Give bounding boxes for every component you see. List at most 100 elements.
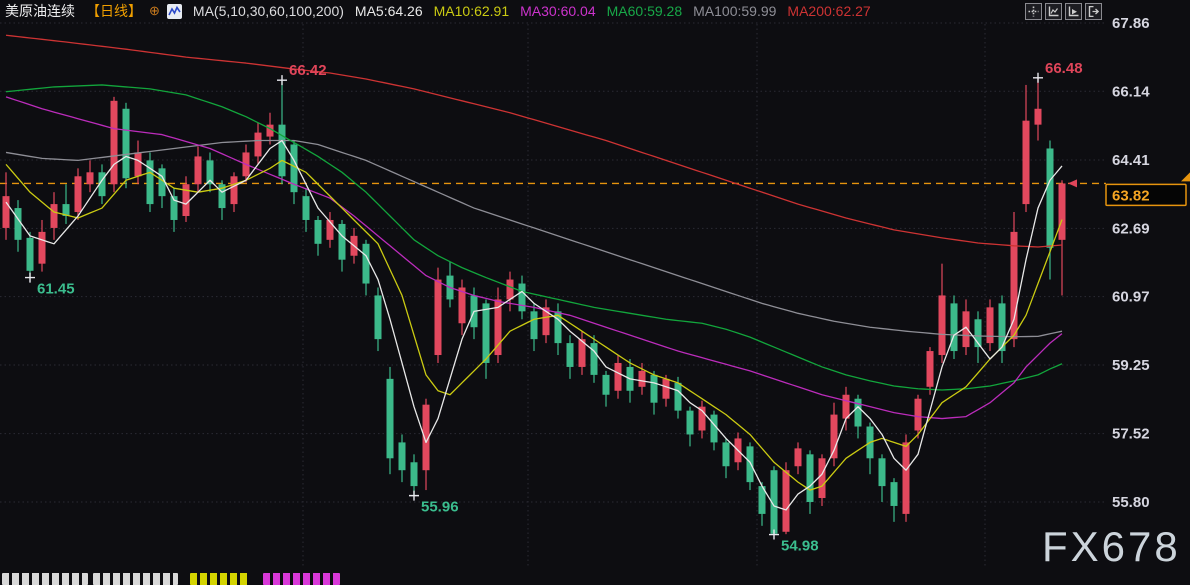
candle [314,216,322,256]
chart-type-icon[interactable] [166,3,182,19]
watermark-text: FX678 [1042,523,1181,570]
ma30-value: MA30:60.04 [520,3,596,19]
cross-marker [25,272,35,283]
candle [590,335,598,383]
candle [194,146,202,193]
cross-marker [769,529,779,540]
candle [734,432,742,471]
candle [902,434,910,522]
y-axis-label: 64.41 [1112,152,1150,169]
candle [110,96,118,193]
indicator-add-icon[interactable]: ⊕ [149,3,160,18]
candle [146,152,154,213]
candle [458,279,466,336]
annotation-label: 61.45 [37,281,75,298]
annotation-label: 66.42 [289,62,327,79]
period-label[interactable]: 【日线】 [86,3,142,19]
candle [794,442,802,475]
candle [170,188,178,232]
status-text-fragment [2,573,88,585]
candle [806,450,814,514]
candle [662,374,670,407]
y-axis-label: 62.69 [1112,220,1150,237]
exit-icon[interactable] [1085,3,1102,20]
candle [446,261,454,308]
price-annotation: 54.98 [769,529,819,555]
candle [422,398,430,491]
candle [410,454,418,496]
candle [602,370,610,407]
y-axis-label: 66.14 [1112,83,1150,100]
candle [98,164,106,205]
status-strip [0,572,1100,585]
candle [974,311,982,363]
fx678-watermark [1032,523,1182,569]
candle [434,267,442,363]
price-pointer-icon [1068,179,1077,188]
candle [278,80,286,185]
candle [542,299,550,344]
candle [122,102,130,189]
ma5-value: MA5:64.26 [354,3,423,19]
candle [578,331,586,375]
annotation-label: 66.48 [1045,60,1083,77]
annotation-label: 55.96 [421,499,459,516]
candle [38,219,46,272]
ma10-line [5,159,1063,491]
candle [254,122,262,165]
candle [86,160,94,193]
candle [830,402,838,467]
candle [554,303,562,356]
ma200-line [5,34,1063,248]
candle [206,152,214,193]
candle [950,295,958,359]
ma30-line [5,96,1063,420]
chart-header: 美原油连续 【日线】 ⊕ MA(5,10,30,60,100,200) MA5:… [0,0,1190,22]
ma100-value: MA100:59.99 [693,3,777,19]
price-annotation: 55.96 [409,490,459,516]
y-axis-label: 55.80 [1112,494,1150,511]
axis-scale-icon[interactable] [1045,3,1062,20]
candle [50,192,58,240]
price-axis: 67.86 66.14 64.41 62.69 60.97 59.25 57.52 55.80 [1112,15,1150,511]
candle [626,358,634,403]
ma60-value: MA60:59.28 [606,3,683,19]
candle [2,172,10,240]
ma60-line [5,84,1063,391]
annotation-label: 54.98 [781,538,819,555]
candle [362,239,370,296]
window-toolbar [1025,3,1102,20]
axis-arrow-icon [1181,172,1190,182]
candle [890,478,898,522]
y-axis-label: 60.97 [1112,289,1150,306]
candle [1010,212,1018,348]
axis-play-icon[interactable] [1065,3,1082,20]
grid-layer [0,22,1106,568]
candle [230,172,238,213]
candle [326,212,334,248]
candle [566,335,574,379]
candle [482,299,490,379]
candle [74,168,82,220]
candle [290,140,298,205]
candle [338,219,346,272]
candle [710,410,718,451]
mini-candle-glyph [168,5,181,15]
candle [1058,180,1066,296]
ma5-line [5,139,1063,511]
candle [386,366,394,475]
candle [698,400,706,439]
move-icon[interactable] [1025,3,1042,20]
candle [494,287,502,363]
candle [506,271,514,312]
candles-layer [2,77,1066,535]
candle [674,376,682,419]
candle [818,454,826,506]
price-annotation: 61.45 [25,272,75,298]
candle [530,303,538,352]
price-annotation: 66.42 [277,62,327,86]
candle [26,231,34,278]
candle [842,386,850,431]
candle [398,434,406,483]
